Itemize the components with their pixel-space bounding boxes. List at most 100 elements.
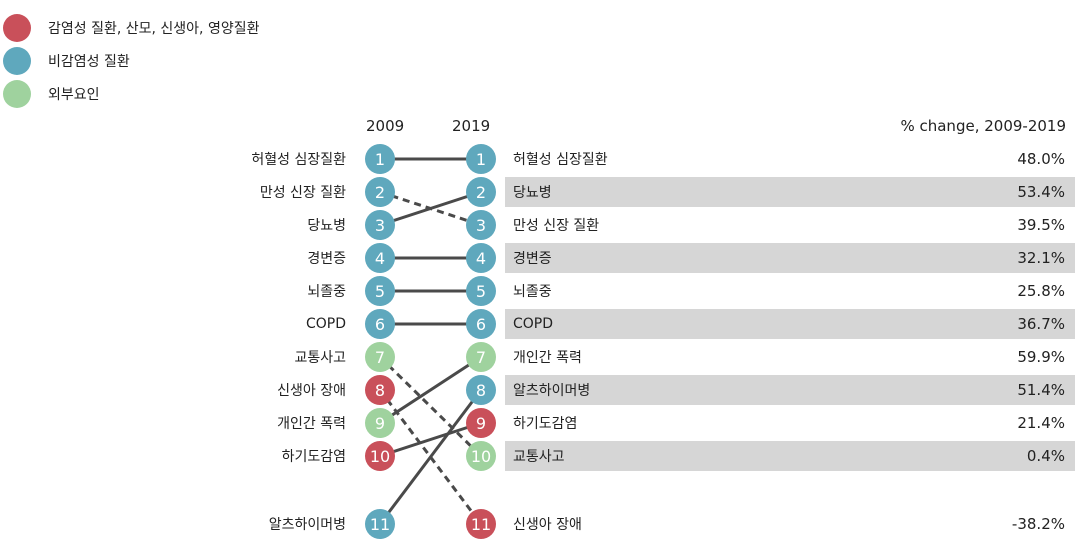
rank-number-2009: 1: [375, 150, 385, 169]
rank-number-2019: 8: [476, 381, 486, 400]
rank-number-2009: 11: [370, 515, 390, 534]
legend-label-communicable: 감염성 질환, 산모, 신생아, 영양질환: [48, 21, 260, 37]
label-2019: 개인간 폭력: [513, 350, 582, 366]
label-2009: 알츠하이머병: [268, 517, 346, 533]
rank-number-2019: 2: [476, 183, 486, 202]
pct-change-value: 21.4%: [1017, 414, 1065, 432]
pct-change-value: -38.2%: [1011, 515, 1065, 533]
row-2019-band: 당뇨병 53.4%: [505, 177, 1075, 207]
label-2019: COPD: [513, 316, 554, 332]
pct-change-header: % change, 2009-2019: [900, 117, 1066, 135]
label-2009: 개인간 폭력: [277, 416, 346, 432]
label-2019: 교통사고: [513, 449, 565, 465]
label-2019: 뇌졸중: [513, 284, 552, 300]
rank-marker-2009: [365, 276, 395, 306]
rank-marker-2009: [365, 243, 395, 273]
row-2019-band: 만성 신장 질환 39.5%: [505, 210, 1075, 240]
pct-change-value: 36.7%: [1017, 315, 1065, 333]
rank-marker-2019: [466, 243, 496, 273]
label-2009: 하기도감염: [281, 449, 346, 465]
rank-marker-2019: [466, 276, 496, 306]
label-2009: 경변증: [307, 251, 346, 267]
pct-change-value: 53.4%: [1017, 183, 1065, 201]
label-2019: 만성 신장 질환: [513, 218, 600, 234]
rank-marker-2009: [365, 144, 395, 174]
rank-marker-2019: [466, 177, 496, 207]
rank-marker-2019: [466, 441, 496, 471]
rank-marker-2019: [466, 375, 496, 405]
pct-change-value: 0.4%: [1026, 447, 1065, 465]
pct-change-value: 32.1%: [1017, 249, 1065, 267]
rank-number-2019: 4: [476, 249, 486, 268]
row-2019-band: 뇌졸중 25.8%: [505, 276, 1075, 306]
rank-number-2019: 11: [471, 515, 491, 534]
rank-number-2019: 9: [476, 414, 486, 433]
label-2019: 허혈성 심장질환: [513, 152, 608, 168]
rank-marker-2009: [365, 375, 395, 405]
label-2019: 당뇨병: [513, 185, 552, 201]
rank-number-2019: 3: [476, 216, 486, 235]
label-2009: 신생아 장애: [277, 383, 346, 399]
label-2019: 신생아 장애: [513, 517, 582, 533]
rank-number-2009: 8: [375, 381, 385, 400]
rank-marker-2019: [466, 342, 496, 372]
label-2019: 알츠하이머병: [513, 383, 591, 399]
rank-number-2019: 7: [476, 348, 486, 367]
rank-marker-2009: [365, 309, 395, 339]
rank-number-2019: 5: [476, 282, 486, 301]
row-2019-band: 신생아 장애 -38.2%: [505, 509, 1075, 539]
row-2019-band: 개인간 폭력 59.9%: [505, 342, 1075, 372]
row-2019-band: 교통사고 0.4%: [505, 441, 1075, 471]
label-2009: 당뇨병: [307, 218, 346, 234]
legend-swatch-ncd: [3, 47, 31, 75]
rank-change-line: [378, 389, 483, 525]
rank-number-2019: 10: [471, 447, 491, 466]
rank-number-2009: 7: [375, 348, 385, 367]
rank-marker-2009: [365, 210, 395, 240]
label-2019: 하기도감염: [513, 416, 578, 432]
rank-marker-2019: [466, 408, 496, 438]
year-2019-header: 2019: [452, 117, 491, 135]
rank-marker-2009: [365, 342, 395, 372]
legend-label-ncd: 비감염성 질환: [48, 54, 130, 70]
pct-change-value: 39.5%: [1017, 216, 1065, 234]
rank-marker-2009: [365, 408, 395, 438]
rank-marker-2019: [466, 210, 496, 240]
rank-marker-2009: [365, 177, 395, 207]
label-2009: 뇌졸중: [307, 284, 346, 300]
legend-swatch-communicable: [3, 14, 31, 42]
legend-swatch-injury: [3, 80, 31, 108]
legend-label-injury: 외부요인: [48, 87, 100, 103]
rank-number-2009: 9: [375, 414, 385, 433]
row-2019-band: 하기도감염 21.4%: [505, 408, 1075, 438]
row-2019-band: 허혈성 심장질환 48.0%: [505, 144, 1075, 174]
pct-change-value: 51.4%: [1017, 381, 1065, 399]
label-2009: COPD: [305, 316, 346, 332]
rank-number-2009: 10: [370, 447, 390, 466]
rank-number-2009: 2: [375, 183, 385, 202]
rank-number-2019: 6: [476, 315, 486, 334]
rank-number-2009: 4: [375, 249, 385, 268]
rank-marker-2019: [466, 309, 496, 339]
label-2009: 교통사고: [294, 350, 346, 366]
pct-change-value: 48.0%: [1017, 150, 1065, 168]
rank-marker-2019: [466, 509, 496, 539]
pct-change-value: 59.9%: [1017, 348, 1065, 366]
rank-change-line: [379, 190, 482, 227]
row-2019-band: 경변증 32.1%: [505, 243, 1075, 273]
rank-change-line: [378, 355, 483, 458]
row-2019-band: COPD 36.7%: [505, 309, 1075, 339]
label-2009: 만성 신장 질환: [259, 185, 346, 201]
rank-marker-2009: [365, 441, 395, 471]
rank-number-2009: 3: [375, 216, 385, 235]
rank-number-2009: 5: [375, 282, 385, 301]
year-2009-header: 2009: [366, 117, 405, 135]
rank-marker-2019: [466, 144, 496, 174]
row-2019-band: 알츠하이머병 51.4%: [505, 375, 1075, 405]
pct-change-value: 25.8%: [1017, 282, 1065, 300]
rank-change-line: [379, 355, 482, 425]
rank-marker-2009: [365, 509, 395, 539]
rank-change-line: [379, 421, 482, 458]
rank-number-2019: 1: [476, 150, 486, 169]
